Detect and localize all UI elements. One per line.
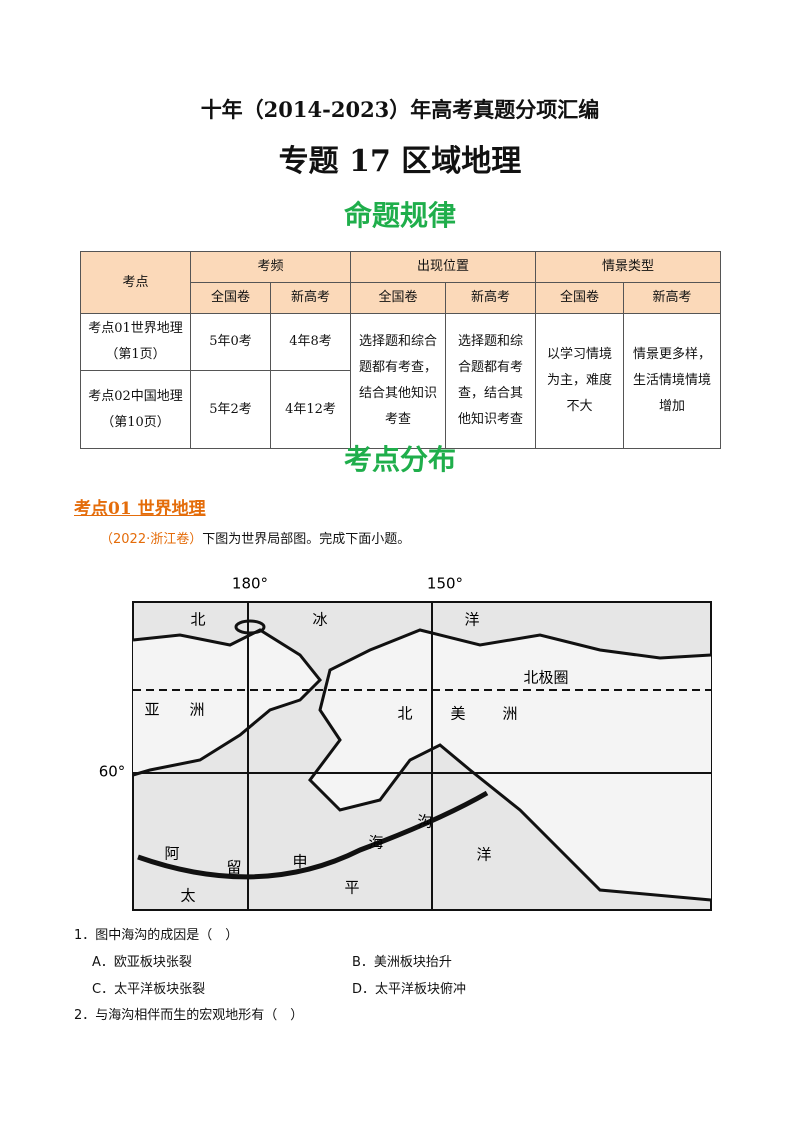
cell: 4年12考 <box>270 370 351 449</box>
map-label: 沟 <box>417 813 432 831</box>
header-cell: 全国卷 <box>535 282 624 314</box>
source-text: 下图为世界局部图。完成下面小题。 <box>202 532 411 547</box>
option: D．太平洋板块俯冲 <box>352 982 467 997</box>
subtitle: 专题 17 区域地理 <box>278 144 522 179</box>
map-label: 180° <box>232 575 268 593</box>
map-label: 洲 <box>189 701 204 719</box>
cell: 以学习情境为主，难度不大 <box>535 313 624 449</box>
map-label: 北 <box>190 611 205 629</box>
cell: 4年8考 <box>270 313 351 371</box>
header-cell: 新高考 <box>270 282 351 314</box>
header-cell: 全国卷 <box>350 282 446 314</box>
cell: 5年2考 <box>190 370 271 449</box>
question-stem: 2．与海沟相伴而生的宏观地形有（ ） <box>74 1008 304 1023</box>
title: 十年（2014-2023）年高考真题分项汇编 <box>200 97 600 122</box>
header-cell: 全国卷 <box>190 282 271 314</box>
map-label: 申 <box>292 853 307 871</box>
trench <box>137 790 489 880</box>
coastline <box>308 628 712 902</box>
question-stem: 1．图中海沟的成因是（ ） <box>74 928 239 943</box>
map-label: 冰 <box>312 611 327 629</box>
header-cell: 情景类型 <box>535 251 721 283</box>
cell: 选择题和综合题都有考查，结合其他知识考查 <box>350 313 446 449</box>
map-label: 北 <box>397 705 412 723</box>
map-label: 太 <box>180 887 195 905</box>
summary-table: 考点 考频 出现位置 情景类型 全国卷 新高考 全国卷 新高考 全国卷 新高考 … <box>80 251 721 449</box>
cell: 5年0考 <box>190 313 271 371</box>
cell: 考点02中国地理（第10页） <box>80 370 191 449</box>
map-label: 阿 <box>164 845 179 863</box>
header-cell: 新高考 <box>623 282 721 314</box>
cell: 考点01世界地理（第1页） <box>80 313 191 371</box>
section-heading: 命题规律 <box>343 199 456 232</box>
source-line: （2022·浙江卷）下图为世界局部图。完成下面小题。 <box>100 528 410 547</box>
map-label: 洲 <box>502 705 517 723</box>
map-label: 洋 <box>464 611 479 629</box>
map-label: 亚 <box>144 701 159 719</box>
map-label: 海 <box>368 834 383 852</box>
map-label: 北极圈 <box>523 669 568 687</box>
map-label: 留 <box>226 859 241 877</box>
map-label: 洋 <box>476 846 491 864</box>
map-label: 150° <box>427 575 463 593</box>
option: B．美洲板块抬升 <box>352 955 452 970</box>
section-heading: 考点分布 <box>343 443 456 476</box>
source-tag: （2022·浙江卷） <box>100 532 203 547</box>
header-cell: 新高考 <box>445 282 536 314</box>
cell: 情景更多样，生活情境情境增加 <box>623 313 721 449</box>
header-cell: 出现位置 <box>350 251 536 283</box>
map-label: 60° <box>99 763 126 781</box>
map-label: 美 <box>450 705 465 723</box>
option: A．欧亚板块张裂 <box>92 955 192 970</box>
topic-heading: 考点01 世界地理 <box>74 499 206 519</box>
map-label: 平 <box>344 879 359 897</box>
island <box>234 619 266 635</box>
option: C．太平洋板块张裂 <box>92 982 206 997</box>
header-cell: 考点 <box>80 251 191 314</box>
cell: 选择题和综合题都有考查，结合其他知识考查 <box>445 313 536 449</box>
map: 180° 150° 60° 北极圈 北 冰 洋 亚 洲 北 美 洲 阿 留 申 … <box>99 575 712 911</box>
header-cell: 考频 <box>190 251 351 283</box>
